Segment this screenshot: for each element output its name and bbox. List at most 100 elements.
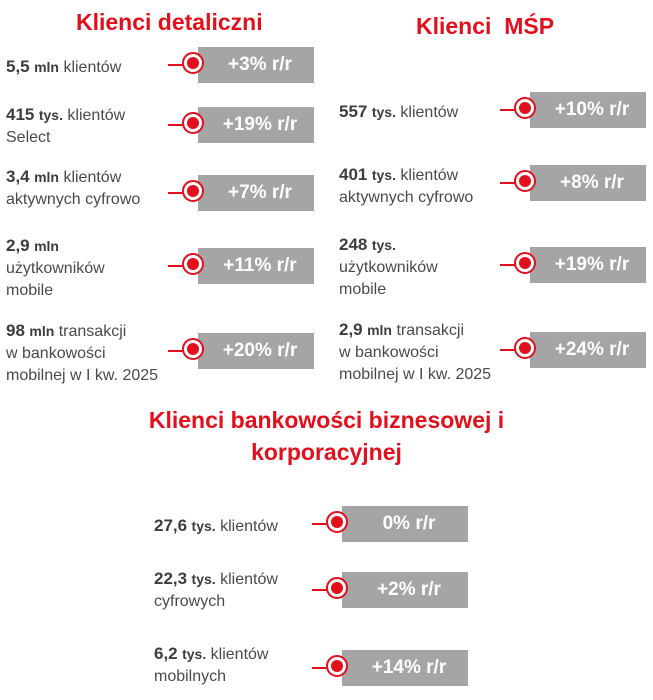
retail-metric-transactions: 98 mln transakcji w bankowości mobilnej …	[6, 320, 158, 387]
change-value: +8% r/r	[530, 165, 646, 201]
retail-change-badge-clients: +3% r/r	[168, 47, 314, 83]
retail-change-badge-digital: +7% r/r	[168, 175, 314, 211]
retail-metric-digital: 3,4 mln klientów aktywnych cyfrowo	[6, 166, 140, 211]
red-dot-icon	[182, 112, 204, 134]
red-dot-icon	[182, 253, 204, 275]
metric-label: klientów	[400, 104, 459, 121]
metric-unit: tys.	[371, 167, 396, 183]
metric-number: 415	[6, 105, 35, 124]
metric-label: klientów	[63, 59, 122, 76]
metric-label-line2: cyfrowych	[154, 593, 226, 610]
red-dot-icon	[326, 655, 348, 677]
metric-number: 557	[339, 102, 368, 121]
sme-change-badge-mobile: +19% r/r	[500, 247, 646, 283]
metric-unit: tys.	[191, 518, 216, 534]
corporate-change-badge-mobile: +14% r/r	[312, 650, 468, 686]
metric-unit: tys.	[191, 571, 216, 587]
change-value: +10% r/r	[530, 92, 646, 128]
metric-label-line2: użytkowników	[6, 260, 105, 277]
metric-label: transakcji	[396, 322, 465, 339]
change-value: +19% r/r	[530, 247, 646, 283]
metric-label: klientów	[400, 167, 459, 184]
change-value: 0% r/r	[342, 506, 468, 542]
metric-unit: mln	[367, 322, 392, 338]
metric-label-line3: mobile	[6, 282, 54, 299]
retail-title: Klienci detaliczni	[76, 9, 263, 35]
metric-unit: mln	[34, 238, 59, 254]
metric-unit: tys.	[182, 646, 207, 662]
metric-unit: mln	[29, 323, 55, 339]
corporate-title: Klienci bankowości biznesowej i korporac…	[0, 404, 653, 468]
retail-change-badge-mobile: +11% r/r	[168, 248, 314, 284]
metric-unit: mln	[34, 169, 59, 185]
change-value: +3% r/r	[198, 47, 314, 83]
sme-change-badge-transactions: +24% r/r	[500, 332, 646, 368]
red-dot-icon	[514, 337, 536, 359]
sme-metric-clients: 557 tys. klientów	[339, 101, 458, 124]
sme-metric-digital: 401 tys. klientów aktywnych cyfrowo	[339, 164, 473, 209]
change-value: +11% r/r	[198, 248, 314, 284]
metric-unit: tys.	[38, 107, 63, 123]
sme-change-badge-digital: +8% r/r	[500, 165, 646, 201]
metric-label-line2: w bankowości	[339, 344, 439, 361]
sme-title: Klienci MŚP	[416, 13, 555, 39]
metric-label-line3: mobile	[339, 281, 387, 298]
sme-metric-mobile: 248 tys. użytkowników mobile	[339, 234, 438, 301]
red-dot-icon	[182, 180, 204, 202]
change-value: +14% r/r	[342, 650, 468, 686]
metric-label-line2: w bankowości	[6, 345, 106, 362]
metric-label-line2: aktywnych cyfrowo	[339, 189, 474, 206]
metric-number: 27,6	[154, 516, 188, 535]
change-value: +20% r/r	[198, 333, 314, 369]
sme-metric-transactions: 2,9 mln transakcji w bankowości mobilnej…	[339, 319, 491, 386]
metric-label: klientów	[63, 169, 122, 186]
red-dot-icon	[514, 170, 536, 192]
metric-number: 2,9	[6, 236, 30, 255]
change-value: +7% r/r	[198, 175, 314, 211]
retail-change-badge-select: +19% r/r	[168, 107, 314, 143]
metric-number: 6,2	[154, 644, 178, 663]
metric-label: klientów	[67, 107, 126, 124]
red-dot-icon	[514, 97, 536, 119]
metric-label: klientów	[220, 518, 278, 535]
red-dot-icon	[182, 338, 204, 360]
metric-number: 3,4	[6, 167, 30, 186]
metric-number: 248	[339, 235, 368, 254]
change-value: +19% r/r	[198, 107, 314, 143]
retail-change-badge-transactions: +20% r/r	[168, 333, 314, 369]
corporate-metric-digital: 22,3 tys. klientów cyfrowych	[154, 568, 278, 613]
metric-unit: tys.	[371, 104, 396, 120]
corporate-change-badge-clients: 0% r/r	[312, 506, 468, 542]
red-dot-icon	[326, 511, 348, 533]
red-dot-icon	[182, 52, 204, 74]
metric-label: klientów	[220, 571, 278, 588]
corporate-title-line2: korporacyjnej	[251, 439, 402, 465]
corporate-change-badge-digital: +2% r/r	[312, 572, 468, 608]
metric-label-line2: Select	[6, 129, 51, 146]
metric-unit: mln	[34, 59, 59, 75]
sme-change-badge-clients: +10% r/r	[500, 92, 646, 128]
metric-number: 5,5	[6, 57, 30, 76]
corporate-metric-mobile: 6,2 tys. klientów mobilnych	[154, 643, 268, 688]
metric-label: transakcji	[58, 323, 127, 340]
metric-number: 401	[339, 165, 368, 184]
metric-label-line2: aktywnych cyfrowo	[6, 191, 141, 208]
metric-label: klientów	[210, 646, 269, 663]
metric-unit: tys.	[371, 237, 396, 253]
change-value: +24% r/r	[530, 332, 646, 368]
retail-metric-select: 415 tys. klientów Select	[6, 104, 125, 149]
metric-number: 98	[6, 321, 25, 340]
corporate-metric-clients: 27,6 tys. klientów	[154, 515, 278, 538]
metric-label-line3: mobilnej w I kw. 2025	[6, 367, 159, 384]
red-dot-icon	[514, 252, 536, 274]
metric-label-line2: mobilnych	[154, 668, 227, 685]
retail-metric-clients: 5,5 mln klientów	[6, 56, 121, 79]
change-value: +2% r/r	[342, 572, 468, 608]
metric-number: 22,3	[154, 569, 188, 588]
metric-label-line2: użytkowników	[339, 259, 438, 276]
retail-metric-mobile: 2,9 mln użytkowników mobile	[6, 235, 105, 302]
metric-label-line3: mobilnej w I kw. 2025	[339, 366, 492, 383]
red-dot-icon	[326, 577, 348, 599]
metric-number: 2,9	[339, 320, 363, 339]
corporate-title-line1: Klienci bankowości biznesowej i	[148, 407, 505, 433]
